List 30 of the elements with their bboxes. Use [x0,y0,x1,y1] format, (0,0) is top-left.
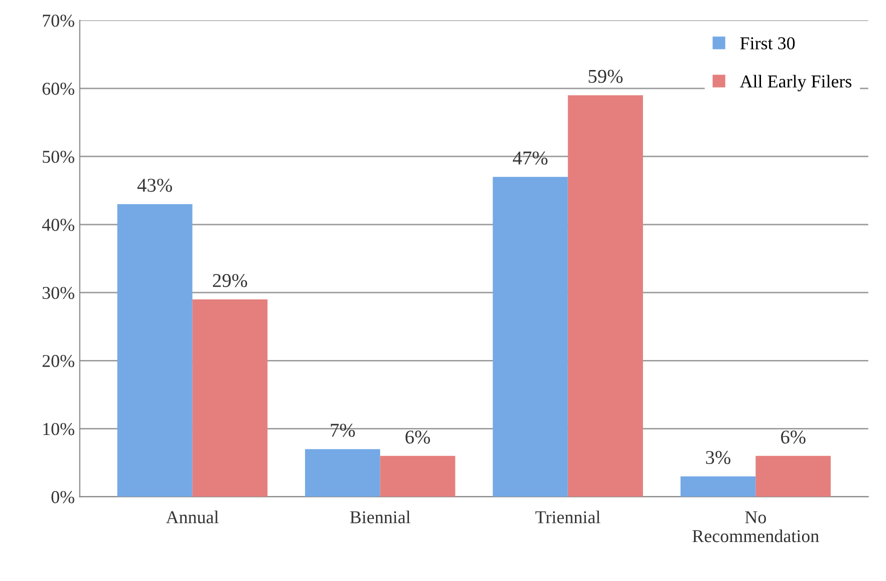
y-tick-label: 70% [42,14,74,27]
bar [305,449,380,497]
data-label: 6% [406,430,430,444]
y-tick-label: 50% [42,150,74,163]
y-tick-label: 0% [52,491,74,504]
x-tick-label: Biennial [350,510,410,524]
legend-label: First 30 [740,37,795,50]
x-tick-label: Triennial [535,510,600,524]
y-tick-label: 20% [42,354,74,368]
data-label: 7% [330,424,355,437]
bar [756,456,831,497]
y-tick-label: 30% [42,286,74,300]
y-tick-label: 60% [42,82,74,95]
bar [192,299,268,497]
bar [568,95,643,497]
data-label: 47% [512,151,548,165]
data-label: 29% [212,274,248,288]
legend-label: All Early Filers [740,74,852,92]
x-tick-label: No Recommendation [692,511,820,542]
data-label: 6% [781,430,806,444]
bar [492,176,568,497]
data-label: 3% [706,450,730,464]
x-tick-label: Annual [166,510,219,524]
data-label: 43% [137,178,172,192]
data-label: 59% [588,70,623,83]
bar [680,476,756,497]
y-tick-label: 40% [42,218,74,232]
bar [117,204,192,497]
bar [380,456,456,497]
y-tick-label: 10% [43,422,74,436]
